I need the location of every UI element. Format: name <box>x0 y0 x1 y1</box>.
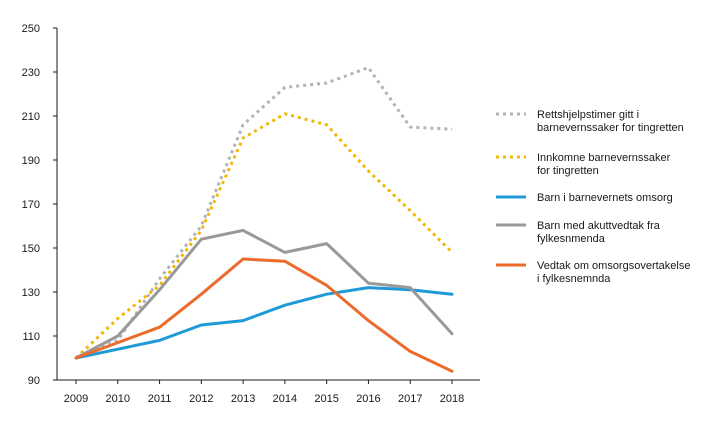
series-line-4 <box>74 228 454 360</box>
y-tick-label: 110 <box>22 331 40 343</box>
y-tick-label: 170 <box>22 199 40 211</box>
x-tick-label: 2018 <box>440 393 464 405</box>
legend-label: i fylkesnemnda <box>537 273 611 285</box>
data-point-2-2014 <box>283 112 287 116</box>
x-tick-label: 2015 <box>314 393 338 405</box>
legend-label: Rettshjelpstimer gitt i <box>537 109 639 121</box>
data-point-5-2015 <box>325 283 329 287</box>
series-line-1 <box>75 66 453 360</box>
data-point-2-2015 <box>325 123 329 127</box>
y-tick-label: 90 <box>28 375 40 387</box>
data-point-4-2013 <box>241 228 245 232</box>
data-point-1-2017 <box>408 125 412 129</box>
data-point-1-2011 <box>158 277 162 281</box>
data-point-5-2013 <box>241 257 245 261</box>
data-point-5-2010 <box>116 341 120 345</box>
data-point-5-2012 <box>199 292 203 296</box>
data-point-2-2010 <box>116 316 120 320</box>
data-point-3-2012 <box>199 323 203 327</box>
x-tick-label: 2016 <box>356 393 380 405</box>
series-lines <box>74 66 454 373</box>
legend-label: for tingretten <box>537 165 599 177</box>
data-point-5-2016 <box>366 319 370 323</box>
legend-label: Barn med akuttvedtak fra <box>537 220 661 232</box>
y-tick-label: 130 <box>22 287 40 299</box>
data-point-2-2016 <box>366 169 370 173</box>
data-point-3-2011 <box>158 338 162 342</box>
x-tick-label: 2010 <box>106 393 130 405</box>
data-point-1-2018 <box>450 127 454 131</box>
data-point-5-2017 <box>408 349 412 353</box>
data-point-3-2018 <box>450 292 454 296</box>
data-point-4-2018 <box>450 332 454 336</box>
data-point-4-2015 <box>325 242 329 246</box>
y-tick-label: 250 <box>22 23 40 35</box>
data-point-3-2014 <box>283 303 287 307</box>
data-point-3-2015 <box>325 292 329 296</box>
legend-label: Innkomne barnevernssaker <box>537 152 671 164</box>
legend-label: barnevernssaker for tingretten <box>537 122 684 134</box>
legend-item-3: Barn i barnevernets omsorg <box>496 192 673 204</box>
data-point-4-2017 <box>408 286 412 290</box>
series-line-2 <box>74 112 454 360</box>
data-point-5-2009 <box>74 356 78 360</box>
x-tick-label: 2017 <box>398 393 422 405</box>
data-point-4-2014 <box>283 250 287 254</box>
x-tick-label: 2012 <box>189 393 213 405</box>
y-tick-label: 230 <box>22 67 40 79</box>
data-point-5-2011 <box>158 325 162 329</box>
y-axis: 90 110 130 150 170 190 210 230 250 <box>22 23 58 387</box>
data-point-3-2016 <box>366 286 370 290</box>
x-tick-label: 2009 <box>64 393 88 405</box>
data-point-4-2010 <box>116 334 120 338</box>
data-point-2-2018 <box>450 250 454 254</box>
data-point-5-2014 <box>283 259 287 263</box>
legend-label: Vedtak om omsorgsovertakelse <box>537 260 690 272</box>
data-point-2-2017 <box>408 209 412 213</box>
x-tick-label: 2013 <box>231 393 255 405</box>
y-tick-label: 190 <box>22 155 40 167</box>
y-tick-label: 210 <box>22 111 40 123</box>
data-point-2-2013 <box>241 136 245 140</box>
legend-label: fylkesnmenda <box>537 233 606 245</box>
data-point-5-2018 <box>450 369 454 373</box>
y-tick-label: 150 <box>22 243 40 255</box>
data-point-1-2013 <box>241 123 245 127</box>
data-point-1-2014 <box>283 85 287 89</box>
data-point-1-2016 <box>366 66 370 70</box>
data-point-3-2013 <box>241 319 245 323</box>
data-point-3-2010 <box>116 347 120 351</box>
series-line-3 <box>74 286 454 360</box>
x-tick-label: 2011 <box>148 393 172 405</box>
x-tick-label: 2014 <box>273 393 297 405</box>
legend-label: Barn i barnevernets omsorg <box>537 192 673 204</box>
data-point-4-2016 <box>366 281 370 285</box>
data-point-2-2012 <box>199 228 203 232</box>
data-point-4-2011 <box>158 288 162 292</box>
x-axis: 2009 2010 2011 2012 2013 2014 2015 2016 2017 2018 <box>57 379 480 405</box>
data-point-1-2015 <box>325 81 329 85</box>
data-point-4-2012 <box>199 237 203 241</box>
series-line-5 <box>74 257 454 373</box>
